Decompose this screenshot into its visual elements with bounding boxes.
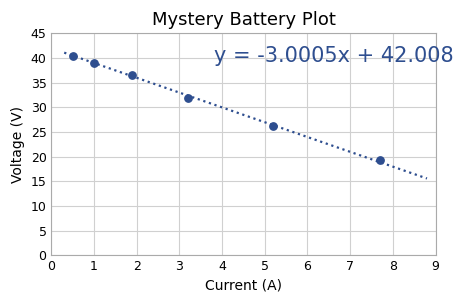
Text: y = -3.0005x + 42.008: y = -3.0005x + 42.008 — [214, 46, 453, 66]
Point — [376, 158, 384, 163]
Title: Mystery Battery Plot: Mystery Battery Plot — [152, 11, 336, 29]
X-axis label: Current (A): Current (A) — [205, 279, 282, 293]
Y-axis label: Voltage (V): Voltage (V) — [11, 106, 25, 183]
Point — [69, 53, 76, 58]
Point — [129, 73, 137, 78]
Point — [184, 95, 192, 100]
Point — [270, 123, 277, 128]
Point — [90, 60, 98, 65]
